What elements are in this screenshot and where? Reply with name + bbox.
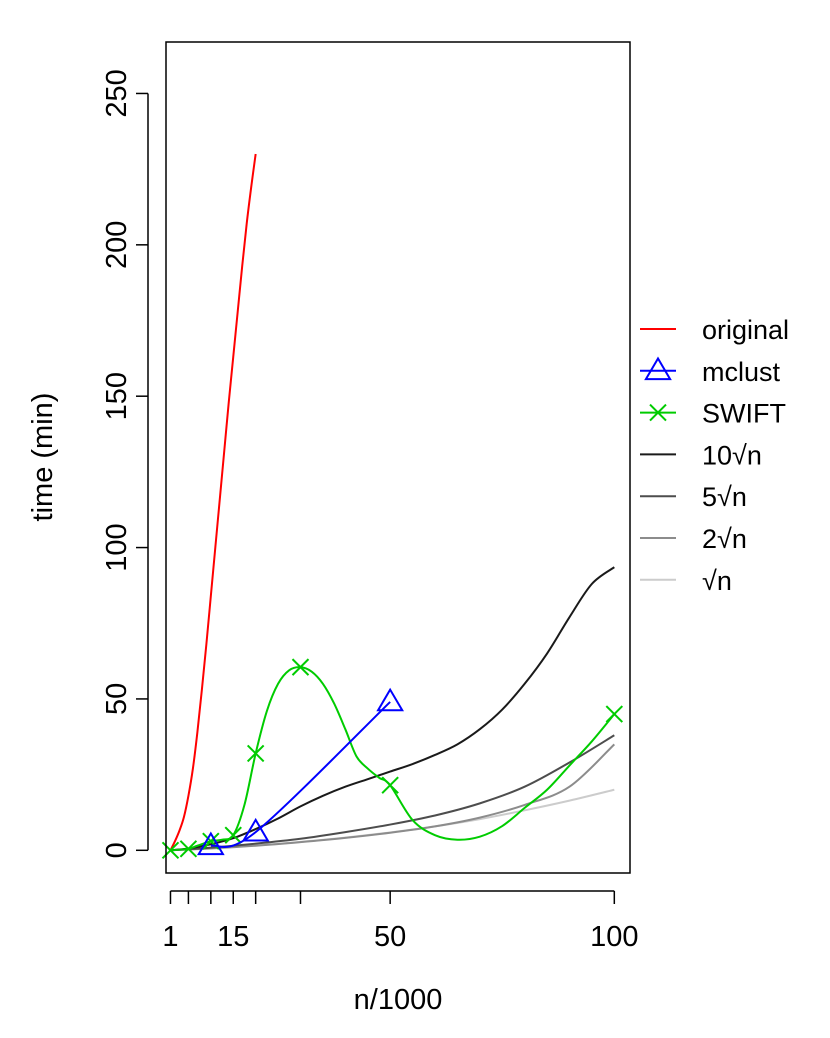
series-2-point-6-stroke-b xyxy=(381,776,399,794)
legend-item-2: SWIFT xyxy=(640,399,786,429)
legend: original mclust SWIFT 10√n 5√n 2√n √n xyxy=(640,315,789,596)
x-axis-label: n/1000 xyxy=(354,984,443,1016)
series-2-point-3 xyxy=(224,826,242,844)
series-2-line xyxy=(170,666,616,852)
plot-frame xyxy=(165,41,631,874)
series-4 xyxy=(170,734,615,852)
y-tick-label-5: 250 xyxy=(101,69,133,117)
series-2-point-1 xyxy=(179,840,198,858)
legend-label-3: 10√n xyxy=(702,440,762,470)
legend-item-4: 5√n xyxy=(640,482,747,512)
series-2-point-7-stroke-b xyxy=(605,705,624,723)
series-5 xyxy=(170,743,615,852)
series-1-line xyxy=(210,701,391,849)
y-axis-label: time (min) xyxy=(27,393,59,522)
legend-marker-2-stroke-b xyxy=(649,403,667,422)
legend-label-0: original xyxy=(702,315,789,345)
series-5-line xyxy=(170,743,615,852)
x-tick-label-1: 15 xyxy=(217,921,249,953)
series-2-point-1-stroke-b xyxy=(179,840,198,858)
y-tick-label-3: 150 xyxy=(101,372,133,420)
series-1-point-0 xyxy=(196,831,225,856)
series-1-point-2 xyxy=(376,687,405,712)
series-2-point-2-stroke-b xyxy=(202,832,220,850)
series-1-point-1 xyxy=(241,817,270,842)
series-0-line xyxy=(169,153,257,851)
series-3-line xyxy=(170,566,615,852)
x-axis: 1 15 50 100 xyxy=(162,890,639,953)
legend-label-4: 5√n xyxy=(702,482,747,512)
series-2-point-5-stroke-b xyxy=(291,658,310,676)
series-2-point-0-stroke-b xyxy=(161,841,180,860)
series-2-point-4 xyxy=(246,744,265,763)
legend-label-1: mclust xyxy=(702,357,781,387)
legend-marker-1 xyxy=(644,356,672,381)
legend-item-6: √n xyxy=(640,566,732,596)
y-tick-label-2: 100 xyxy=(101,523,133,571)
x-tick-label-0: 1 xyxy=(162,921,178,953)
y-tick-label-1: 50 xyxy=(101,683,133,715)
x-tick-label-2: 50 xyxy=(374,921,406,953)
series-4-line xyxy=(170,734,615,852)
y-axis: 0 50 100 150 200 250 xyxy=(101,69,149,858)
legend-marker-2 xyxy=(649,403,667,422)
series-2-point-4-stroke-b xyxy=(246,744,265,763)
series-2-point-7 xyxy=(605,705,624,723)
series-2-point-0 xyxy=(161,841,180,860)
series-2-point-6 xyxy=(381,776,399,794)
series-0 xyxy=(169,153,257,851)
series-2-point-5 xyxy=(291,658,310,676)
legend-label-6: √n xyxy=(702,566,732,596)
legend-item-0: original xyxy=(640,315,789,345)
x-tick-label-3: 100 xyxy=(590,921,638,953)
legend-item-1: mclust xyxy=(640,356,781,387)
legend-label-5: 2√n xyxy=(702,524,747,554)
y-tick-label-0: 0 xyxy=(101,842,133,858)
series-2-point-3-stroke-b xyxy=(224,826,242,844)
legend-item-5: 2√n xyxy=(640,524,747,554)
y-tick-label-4: 200 xyxy=(101,221,133,269)
series-2 xyxy=(161,658,624,860)
series-3 xyxy=(170,566,615,852)
legend-item-3: 10√n xyxy=(640,440,762,470)
legend-label-2: SWIFT xyxy=(702,399,786,429)
series-layer xyxy=(161,153,624,860)
series-1 xyxy=(196,687,405,856)
